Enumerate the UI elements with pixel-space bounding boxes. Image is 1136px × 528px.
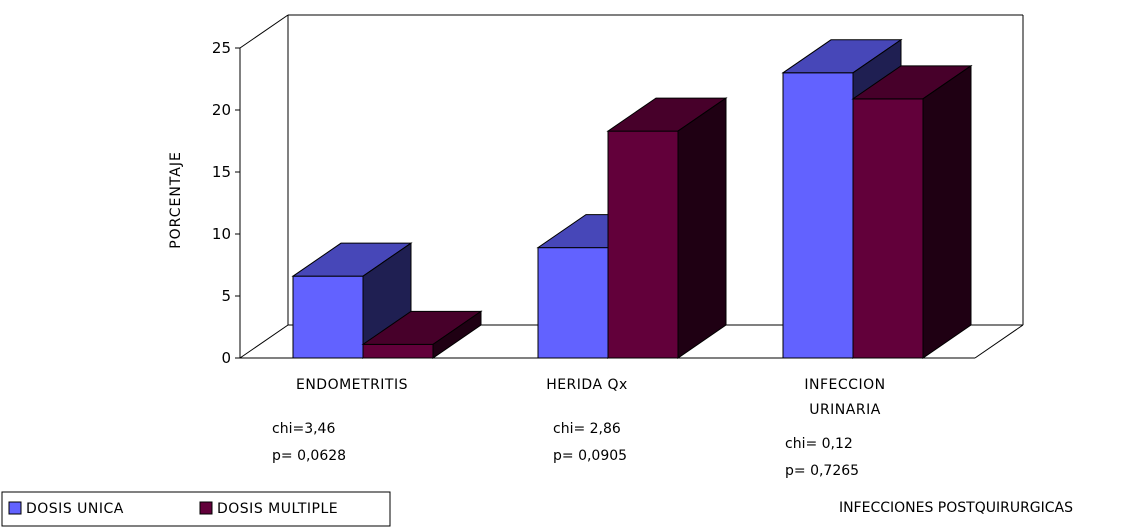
category-label: URINARIA (809, 402, 881, 418)
y-axis: 0 5 10 15 20 25 (212, 39, 240, 367)
bar-front (292, 275, 364, 359)
y-tick-label: 25 (212, 39, 231, 57)
y-tick-label: 0 (221, 349, 231, 367)
annotation: chi=3,46 (272, 421, 335, 437)
y-tick-label: 15 (212, 163, 231, 181)
floor-edge-left (239, 324, 289, 359)
bar-front (852, 98, 924, 359)
annotation: chi= 0,12 (785, 436, 853, 452)
legend-swatch (8, 501, 22, 515)
category-label: ENDOMETRITIS (296, 377, 408, 393)
y-tick-label: 20 (212, 101, 231, 119)
x-axis-title: INFECCIONES POSTQUIRURGICAS (839, 500, 1073, 516)
bar-side (677, 97, 727, 359)
floor-edge-right (974, 324, 1024, 359)
legend-swatch (199, 501, 213, 515)
x-axis-labels: ENDOMETRITIS HERIDA Qx INFECCION URINARIA (296, 377, 885, 418)
legend-box (1, 491, 391, 527)
annotation: p= 0,7265 (785, 463, 859, 479)
stat-annotations: chi=3,46 p= 0,0628 chi= 2,86 p= 0,0905 chi= … (272, 421, 859, 479)
bar (361, 310, 483, 359)
bar-front (782, 72, 854, 359)
legend: DOSIS UNICA DOSIS MULTIPLE (1, 491, 391, 527)
annotation: p= 0,0905 (553, 448, 627, 464)
annotation: chi= 2,86 (553, 421, 621, 437)
category-label: HERIDA Qx (546, 377, 628, 393)
category-label: INFECCION (804, 377, 885, 393)
bar-side (432, 310, 482, 359)
y-tick-label: 10 (212, 225, 231, 243)
y-tick-label: 5 (221, 287, 231, 305)
frame-edge-left-top (239, 14, 289, 49)
bar-front (362, 343, 434, 359)
annotation: p= 0,0628 (272, 448, 346, 464)
bar-front (537, 247, 609, 359)
bars (291, 38, 973, 359)
bar (851, 64, 973, 359)
y-axis-title: PORCENTAJE (168, 151, 184, 249)
legend-label: DOSIS MULTIPLE (217, 501, 338, 517)
bar-side (922, 64, 972, 359)
legend-label: DOSIS UNICA (26, 501, 124, 517)
bar (606, 97, 728, 359)
bar-front (607, 130, 679, 359)
